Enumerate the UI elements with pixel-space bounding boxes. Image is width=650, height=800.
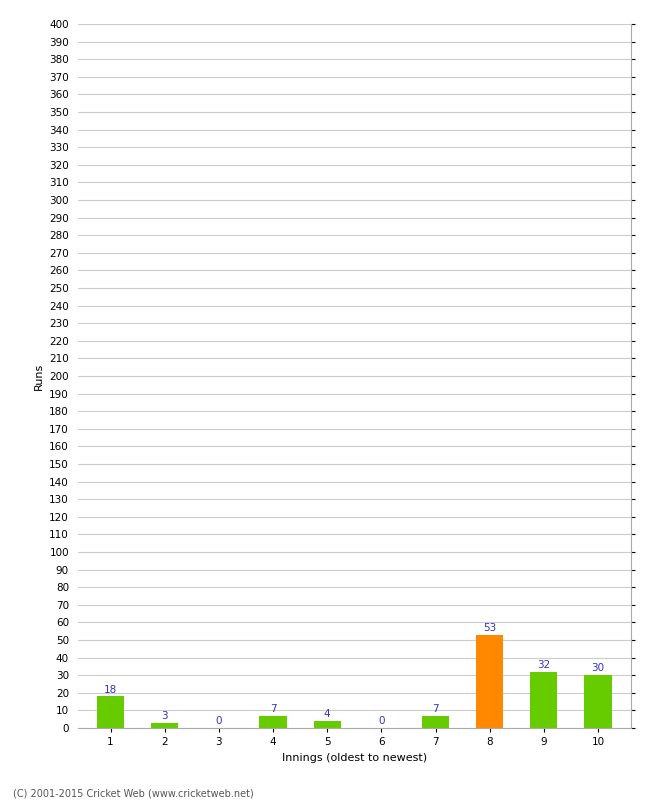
Y-axis label: Runs: Runs bbox=[34, 362, 44, 390]
Text: 32: 32 bbox=[537, 660, 551, 670]
Text: 4: 4 bbox=[324, 710, 330, 719]
Bar bbox=[422, 716, 449, 728]
Bar bbox=[584, 675, 612, 728]
Text: (C) 2001-2015 Cricket Web (www.cricketweb.net): (C) 2001-2015 Cricket Web (www.cricketwe… bbox=[13, 788, 254, 798]
Text: 53: 53 bbox=[483, 623, 497, 633]
Bar bbox=[313, 721, 341, 728]
Bar bbox=[151, 722, 178, 728]
X-axis label: Innings (oldest to newest): Innings (oldest to newest) bbox=[281, 753, 427, 762]
Text: 7: 7 bbox=[270, 704, 276, 714]
Text: 0: 0 bbox=[216, 716, 222, 726]
Text: 0: 0 bbox=[378, 716, 385, 726]
Bar bbox=[530, 672, 558, 728]
Text: 30: 30 bbox=[592, 663, 604, 674]
Bar bbox=[259, 716, 287, 728]
Text: 7: 7 bbox=[432, 704, 439, 714]
Text: 18: 18 bbox=[104, 685, 117, 694]
Bar bbox=[476, 634, 503, 728]
Text: 3: 3 bbox=[161, 711, 168, 721]
Bar bbox=[97, 696, 124, 728]
